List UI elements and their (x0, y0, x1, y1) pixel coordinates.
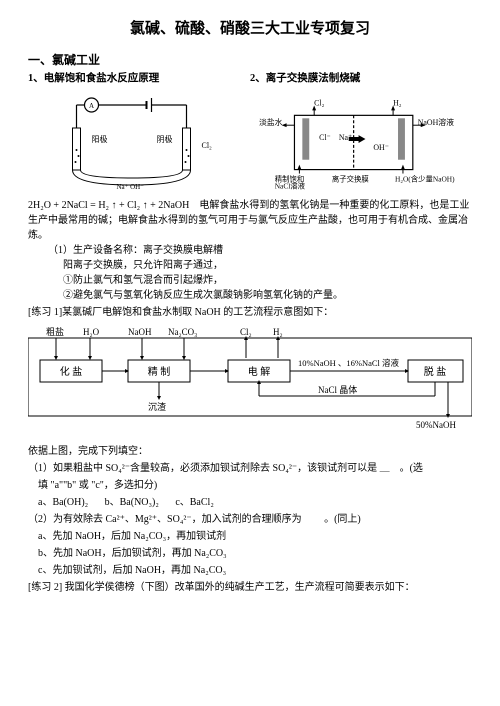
flow-box2: 精 制 (148, 365, 171, 378)
q2-opt-b: b、先加 NaOH，后加钡试剂，再加 Na₂CO₃ (38, 546, 472, 561)
page-title: 氯碱、硫酸、硝酸三大工业专项复习 (28, 18, 472, 41)
flow-mid1: 10%NaOH 、16%NaCl 溶液 (298, 358, 400, 368)
flow-out1: Cl₂ (240, 327, 252, 337)
svg-text:Na⁺ OH⁻: Na⁺ OH⁻ (117, 183, 145, 190)
diagram-1: A 阳极 阴极 Cl₂ Na⁺ OH⁻ (28, 90, 245, 190)
sub-1: 1、电解饱和食盐水反应原理 (28, 71, 250, 87)
q1-line-a: （1）如果粗盐中 SO₄²⁻含量较高，必须添加钡试剂除去 SO₄²⁻，该钡试剂可… (28, 461, 472, 476)
flow-out2: H₂ (273, 327, 283, 337)
after-flow: 依据上图，完成下列填空： (28, 444, 472, 459)
diagram-2: Cl₂ H₂ 淡盐水 NaOH溶液 Cl⁻ Na⁺ OH⁻ 精制饱和 NaCl溶… (255, 90, 472, 190)
flow-box1: 化 盐 (60, 365, 83, 378)
svg-text:离子交换膜: 离子交换膜 (332, 175, 370, 184)
svg-text:NaCl溶液: NaCl溶液 (275, 182, 306, 191)
line-2: 阳离子交换膜，只允许阳离子通过， (63, 258, 472, 273)
svg-text:H₂O(含少量NaOH): H₂O(含少量NaOH) (395, 175, 455, 184)
line-4: ②避免氯气与氢氧化钠反应生成次氯酸钠影响氢氧化钠的产量。 (63, 288, 472, 303)
diagram-row: A 阳极 阴极 Cl₂ Na⁺ OH⁻ Cl₂ H₂ (28, 90, 472, 190)
svg-text:淡盐水: 淡盐水 (259, 117, 283, 127)
svg-text:OH⁻: OH⁻ (373, 143, 389, 152)
flow-under1: 沉渣 (148, 401, 166, 412)
flow-in2: H₂O (83, 327, 100, 337)
q1-line-b: 填 "a""b" 或 "c"，多选扣分) (38, 478, 472, 493)
svg-text:Cl⁻: Cl⁻ (319, 133, 331, 142)
q2: （2）为有效除去 Ca²⁺、Mg²⁺、SO₄²⁻，加入试剂的合理顺序为 。(同上… (28, 512, 472, 527)
exercise-1: [练习 1]某氯碱厂电解饱和食盐水制取 NaOH 的工艺流程示意图如下： (28, 305, 472, 320)
exercise-2: [练习 2] 我国化学侯德榜（下图）改革国外的纯碱生产工艺，生产流程可简要表示如… (28, 580, 472, 595)
q1-options: a、Ba(OH)₂ b、Ba(NO₃)₂ c、BaCl₂ (38, 495, 472, 510)
q1-opt-b: b、Ba(NO₃)₂ (105, 495, 159, 510)
flow-in1: 粗盐 (46, 326, 64, 337)
flow-final: 50%NaOH (416, 420, 456, 430)
svg-text:A: A (89, 102, 94, 110)
line-3: ①防止氯气和氢气混合而引起爆炸， (63, 273, 472, 288)
q2-opt-c: c、先加钡试剂，后加 NaOH，再加 Na₂CO₃ (38, 563, 472, 578)
section-1-heading: 一、氯碱工业 (28, 51, 472, 69)
flow-in3: NaOH (128, 327, 152, 337)
svg-text:Cl₂: Cl₂ (314, 99, 324, 108)
subheading-row: 1、电解饱和食盐水反应原理 2、离子交换膜法制烧碱 (28, 71, 472, 87)
equation: 2H₂O + 2NaCl = H₂ ↑ + Cl₂ ↑ + 2NaOH (28, 200, 189, 211)
q1-opt-a: a、Ba(OH)₂ (38, 495, 88, 510)
flow-box4: 脱 盐 (424, 365, 447, 378)
cathode-label: 阴极 (157, 134, 173, 144)
anode-label: 阳极 (92, 134, 108, 144)
line-1: （1）生产设备名称：离子交换膜电解槽 (48, 243, 472, 258)
flow-in4: Na₂CO₃ (168, 327, 197, 337)
flowchart: 粗盐 H₂O NaOH Na₂CO₃ Cl₂ H₂ 化 盐 精 制 电 解 脱 … (28, 326, 472, 436)
equation-line: 2H₂O + 2NaCl = H₂ ↑ + Cl₂ ↑ + 2NaOH 电解食盐… (28, 198, 472, 243)
q2-opt-a: a、先加 NaOH，后加 Na₂CO₃，再加钡试剂 (38, 529, 472, 544)
sub-2: 2、离子交换膜法制烧碱 (250, 71, 472, 87)
q1-opt-c: c、BaCl₂ (175, 495, 213, 510)
flow-box3: 电 解 (248, 365, 271, 378)
svg-text:H₂: H₂ (393, 99, 402, 108)
svg-text:Cl₂: Cl₂ (202, 141, 213, 150)
flow-mid2: NaCl 晶体 (318, 384, 357, 395)
